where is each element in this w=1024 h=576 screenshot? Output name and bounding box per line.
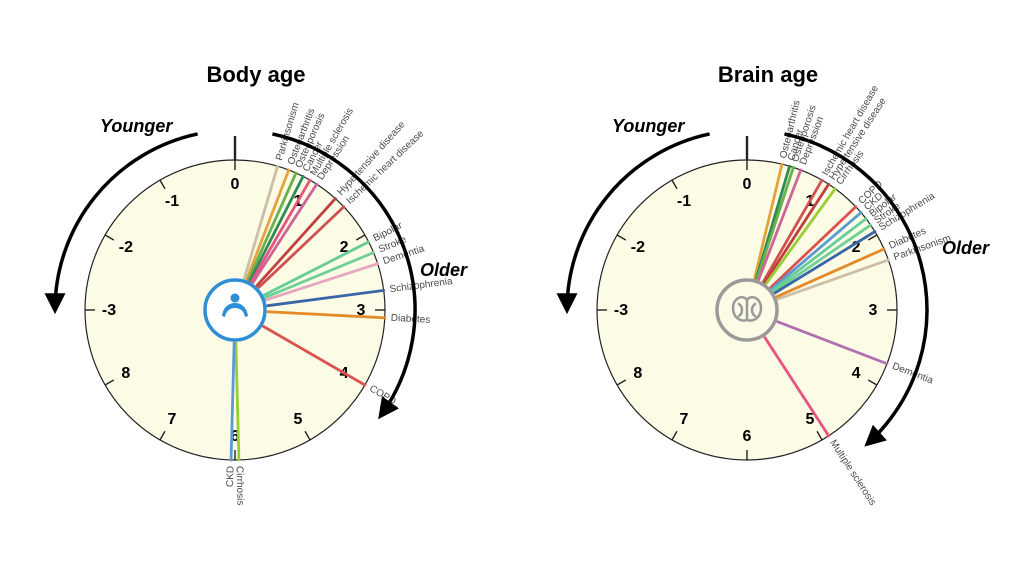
dial-number: -1	[677, 193, 691, 210]
dial-number: 0	[231, 176, 240, 193]
younger-label: Younger	[100, 116, 173, 136]
panel-title: Brain age	[512, 62, 1024, 88]
dial-number: -2	[119, 239, 133, 256]
dial-number: 7	[680, 411, 689, 428]
dial-number: 7	[168, 411, 177, 428]
dial-number: -2	[631, 239, 645, 256]
dial-number: 8	[633, 365, 642, 382]
older-label: Older	[942, 238, 990, 258]
younger-label: Younger	[612, 116, 685, 136]
panel-title: Body age	[0, 62, 512, 88]
panel-body-age: Body age 012345678-3-2-1ParkinsonismOste…	[0, 0, 512, 576]
panel-brain-age: Brain age 012345678-3-2-1OsteoarthritisC…	[512, 0, 1024, 576]
disease-label: CKD	[225, 466, 237, 487]
dial-number: -1	[165, 193, 179, 210]
dial-number: 5	[294, 411, 303, 428]
dial-number: 4	[852, 365, 861, 382]
figure-stage: Body age 012345678-3-2-1ParkinsonismOste…	[0, 0, 1024, 576]
dial-number: 0	[743, 176, 752, 193]
disease-label: Multiple sclerosis	[827, 438, 878, 508]
dial-number: 8	[121, 365, 130, 382]
older-label: Older	[420, 260, 468, 280]
dial-hub	[205, 280, 265, 340]
dial-number: -3	[102, 302, 116, 319]
disease-label: Diabetes	[390, 313, 430, 326]
dial-number: -3	[614, 302, 628, 319]
dial-number: 3	[869, 302, 878, 319]
dial-number: 6	[743, 428, 752, 445]
